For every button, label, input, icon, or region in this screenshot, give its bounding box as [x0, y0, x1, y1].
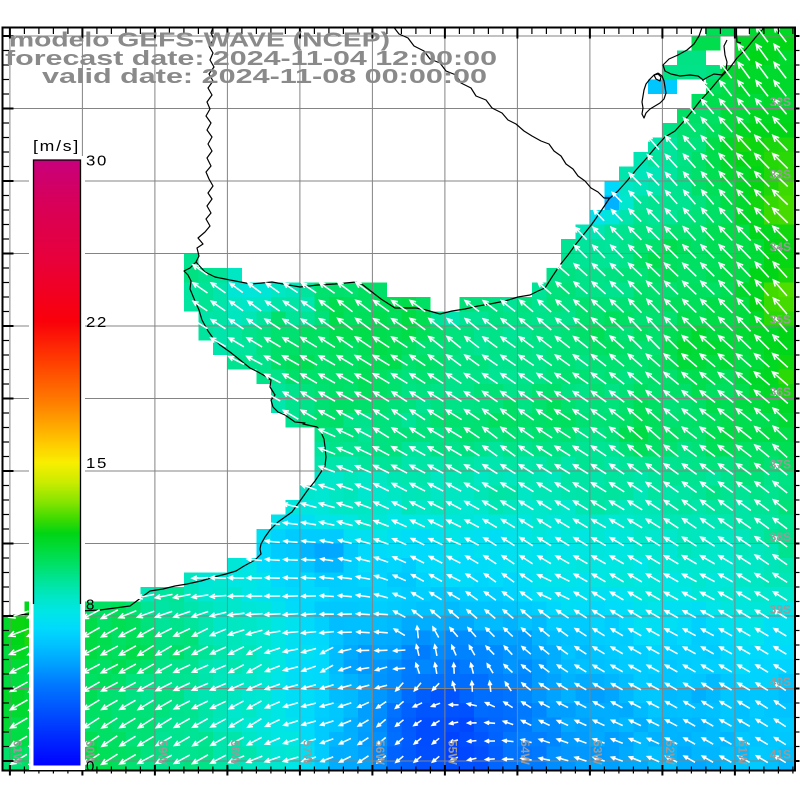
- svg-text:forecast date: 2024-11-04 12:0: forecast date: 2024-11-04 12:00:00: [5, 48, 497, 70]
- svg-text:38S: 38S: [770, 530, 791, 544]
- svg-text:57W: 57W: [300, 740, 314, 765]
- svg-text:51W: 51W: [735, 740, 749, 765]
- svg-text:41S: 41S: [770, 748, 791, 762]
- svg-text:36S: 36S: [770, 385, 791, 399]
- svg-text:33S: 33S: [770, 168, 791, 182]
- svg-text:32S: 32S: [770, 95, 791, 109]
- svg-text:61W: 61W: [10, 740, 24, 765]
- svg-text:8: 8: [86, 597, 96, 614]
- svg-text:54W: 54W: [518, 740, 532, 765]
- svg-text:0: 0: [86, 758, 96, 775]
- svg-text:37S: 37S: [770, 458, 791, 472]
- svg-text:[m/s]: [m/s]: [33, 138, 80, 155]
- svg-text:30: 30: [86, 153, 108, 170]
- svg-text:56W: 56W: [373, 740, 387, 765]
- svg-text:52W: 52W: [663, 740, 677, 765]
- svg-text:15: 15: [86, 455, 108, 472]
- svg-text:60W: 60W: [83, 740, 97, 765]
- svg-text:valid date: 2024-11-08 00:00:0: valid date: 2024-11-08 00:00:00: [42, 66, 487, 88]
- svg-text:59W: 59W: [155, 740, 169, 765]
- svg-text:58W: 58W: [228, 740, 242, 765]
- svg-text:53W: 53W: [590, 740, 604, 765]
- svg-text:40S: 40S: [770, 675, 791, 689]
- svg-text:22: 22: [86, 314, 108, 331]
- svg-text:55W: 55W: [445, 740, 459, 765]
- svg-text:modelo GEFS-WAVE (NCEP): modelo GEFS-WAVE (NCEP): [9, 30, 390, 52]
- svg-text:34S: 34S: [770, 240, 791, 254]
- svg-text:39S: 39S: [770, 603, 791, 617]
- svg-text:35S: 35S: [770, 313, 791, 327]
